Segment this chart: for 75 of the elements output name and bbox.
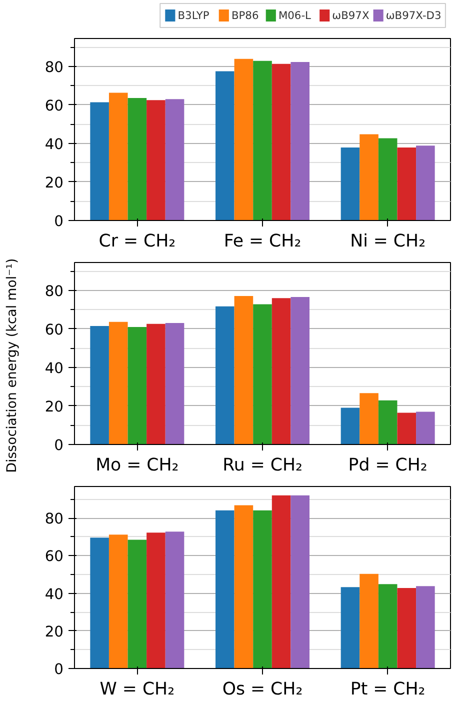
bar [128, 98, 147, 220]
y-tick-label: 20 [44, 623, 64, 640]
bar [108, 322, 128, 444]
bar [272, 495, 291, 668]
bar [360, 393, 378, 444]
y-tick-label: 0 [54, 661, 64, 678]
bar [216, 306, 234, 444]
y-tick-label: 20 [44, 174, 64, 192]
y-tick-label: 40 [44, 136, 64, 153]
bar [378, 138, 398, 220]
x-tick-label: Pt = CH₂ [350, 680, 426, 700]
bar [234, 296, 254, 444]
y-tick-label: 20 [44, 398, 64, 416]
bar [290, 495, 310, 668]
y-tick-label: 80 [44, 58, 64, 76]
legend-label: BP86 [231, 9, 259, 22]
bar [146, 532, 166, 668]
bar [397, 148, 416, 220]
bar [146, 100, 166, 220]
bar [253, 60, 272, 220]
bar [397, 588, 416, 668]
bar [272, 64, 291, 220]
y-tick-label: 60 [44, 321, 64, 338]
bar [216, 510, 234, 668]
x-tick-label: W = CH₂ [100, 680, 175, 700]
bar [128, 540, 147, 668]
x-tick-label: Ru = CH₂ [222, 456, 302, 476]
bar [165, 532, 184, 668]
y-tick-label: 80 [44, 282, 64, 300]
y-tick-label: 60 [44, 548, 64, 566]
bar [90, 326, 109, 444]
y-tick-label: 80 [44, 510, 64, 528]
bar [146, 324, 166, 444]
y-axis-title: Dissociation energy (kcal mol⁻¹) [5, 258, 20, 473]
bar [234, 58, 254, 220]
bar [272, 298, 291, 444]
bar [165, 322, 184, 444]
bar [340, 148, 360, 220]
bar [340, 408, 360, 444]
bar [253, 510, 272, 668]
bar [378, 584, 398, 668]
bar [416, 412, 435, 444]
bar [290, 296, 310, 444]
legend-label: ωB97X-D3 [386, 9, 442, 22]
legend-label: M06-L [278, 9, 312, 22]
bar [108, 92, 128, 220]
legend-label: ωB97X [332, 9, 370, 22]
bar [90, 538, 109, 668]
bar [378, 400, 398, 444]
bar [397, 412, 416, 444]
y-tick-label: 0 [54, 437, 64, 454]
x-tick-label: Pd = CH₂ [348, 456, 428, 476]
bar [340, 587, 360, 668]
bar [290, 62, 310, 220]
x-tick-label: Mo = CH₂ [96, 456, 179, 476]
bar [360, 574, 378, 668]
y-tick-label: 0 [54, 213, 64, 230]
bar [416, 586, 435, 668]
bar [234, 505, 254, 668]
bar [90, 102, 109, 220]
bar [360, 134, 378, 220]
y-tick-label: 40 [44, 360, 64, 377]
bar [416, 146, 435, 220]
y-tick-label: 60 [44, 97, 64, 114]
x-tick-label: Ni = CH₂ [350, 232, 426, 252]
bar [108, 534, 128, 668]
legend-label: B3LYP [178, 9, 210, 22]
y-tick-label: 40 [44, 586, 64, 603]
bar [216, 71, 234, 220]
bar [128, 327, 147, 444]
bar [253, 304, 272, 444]
bar [165, 99, 184, 220]
x-tick-label: Cr = CH₂ [98, 232, 176, 252]
x-tick-label: Os = CH₂ [222, 680, 303, 700]
x-tick-label: Fe = CH₂ [224, 232, 302, 252]
